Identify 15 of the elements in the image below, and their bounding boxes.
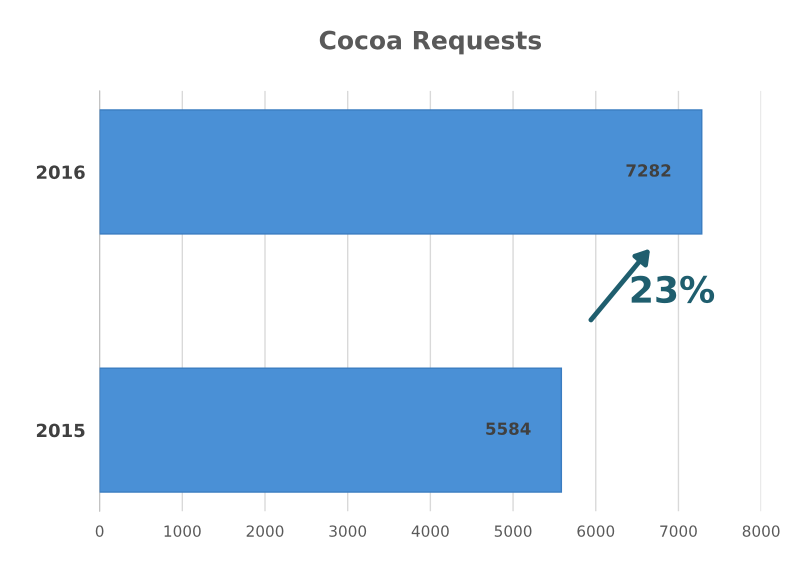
annotation: 23% <box>632 276 714 304</box>
x-tick-label: 6000 <box>577 525 614 537</box>
x-tick-label: 3000 <box>329 525 366 537</box>
y-tick-label: 2015 <box>36 424 84 438</box>
data-label: 5584 <box>486 422 531 435</box>
x-tick-label: 7000 <box>660 525 697 537</box>
x-tick-label: 8000 <box>742 525 780 537</box>
y-tick-label: 2016 <box>36 165 85 180</box>
chart-title: Cocoa Requests <box>320 30 542 54</box>
data-label: 7282 <box>626 164 670 177</box>
x-tick-label: 2000 <box>246 525 284 537</box>
x-tick-label: 1000 <box>164 525 201 537</box>
x-tick-label: 5000 <box>494 525 532 537</box>
x-tick-label: 0 <box>96 525 104 537</box>
x-tick-label: 4000 <box>412 525 449 537</box>
